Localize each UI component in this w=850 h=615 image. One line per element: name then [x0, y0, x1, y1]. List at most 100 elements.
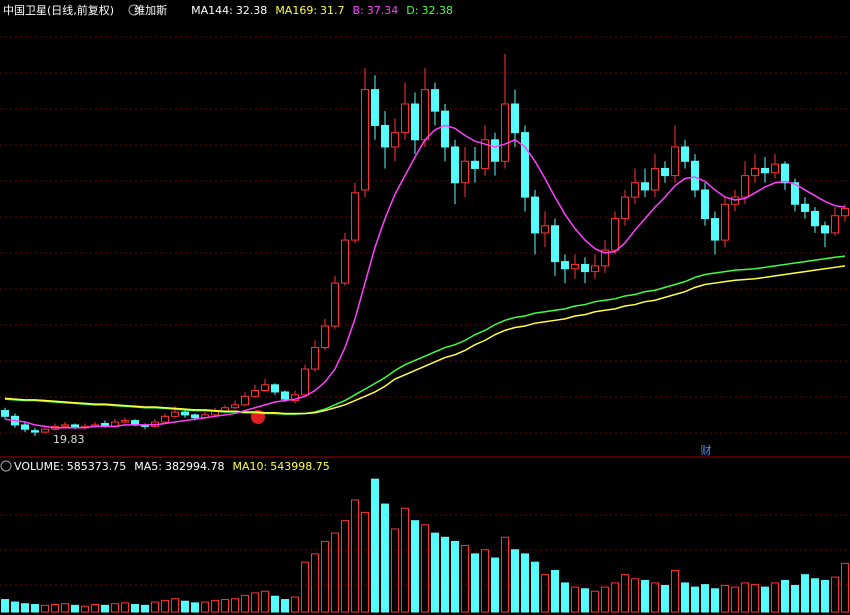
- volume-bar: [761, 586, 769, 613]
- candle-body: [181, 411, 189, 416]
- candle-body: [821, 225, 829, 234]
- readout-value: 382994.78: [165, 459, 225, 473]
- candle-body: [331, 282, 339, 327]
- price-header: 中国卫星(日线,前复权) 维加斯 MA144: 32.38 MA169: 31.7 B:…: [3, 1, 461, 19]
- candle-body: [791, 182, 799, 205]
- readout-name: VOLUME:: [14, 459, 64, 473]
- indicator-name[interactable]: 维加斯: [134, 4, 168, 17]
- volume-bar: [131, 604, 139, 613]
- volume-bar: [1, 599, 9, 613]
- candle-body: [781, 163, 789, 184]
- collapse-icon[interactable]: [0, 460, 12, 472]
- volume-bar: [61, 603, 69, 613]
- readout-value: 32.38: [421, 3, 453, 17]
- volume-bar: [551, 569, 559, 613]
- candle-body: [1, 410, 9, 417]
- volume-bar: [171, 598, 179, 613]
- volume-bar: [51, 604, 59, 613]
- volume-bar: [261, 590, 269, 613]
- volume-bar: [151, 601, 159, 613]
- candle-body: [391, 132, 399, 148]
- volume-bar: [401, 507, 409, 613]
- ma-line: [4, 265, 846, 415]
- volume-bar: [521, 553, 529, 613]
- volume-bar: [561, 582, 569, 613]
- ma-line: [4, 124, 846, 429]
- candle-body: [831, 215, 839, 234]
- candle-body: [681, 146, 689, 162]
- volume-bar: [821, 579, 829, 613]
- candle-body: [631, 182, 639, 198]
- volume-bar: [31, 604, 39, 613]
- candle-body: [191, 414, 199, 419]
- volume-bar: [351, 499, 359, 613]
- volume-bar: [361, 511, 369, 613]
- volume-bar: [281, 599, 289, 613]
- candle-body: [801, 203, 809, 212]
- volume-bar: [481, 549, 489, 613]
- candle-body: [411, 103, 419, 141]
- volume-bar: [141, 604, 149, 613]
- title: 中国卫星(日线,前复权): [3, 4, 115, 17]
- candle-body: [501, 103, 509, 162]
- readout-name: MA10:: [232, 459, 268, 473]
- volume-bar: [651, 582, 659, 613]
- low-label: 19.83: [53, 433, 85, 446]
- volume-bar: [341, 520, 349, 613]
- candle-body: [171, 411, 179, 417]
- volume-bar: [201, 601, 209, 613]
- candle-body: [531, 196, 539, 234]
- candle-body: [481, 139, 489, 169]
- readout-value: 37.34: [366, 3, 399, 17]
- volume-bar: [91, 604, 99, 613]
- volume-bar: [381, 503, 389, 613]
- volume-bar: [581, 588, 589, 613]
- volume-bar: [681, 582, 689, 613]
- candle-body: [371, 89, 379, 126]
- volume-bar: [291, 596, 299, 613]
- candle-body: [461, 160, 469, 184]
- candle-body: [471, 160, 479, 169]
- ma-line: [4, 255, 846, 415]
- volume-bar: [451, 540, 459, 613]
- indicator-menu-icon[interactable]: [128, 4, 140, 16]
- volume-bar: [501, 536, 509, 613]
- candle-body: [271, 384, 279, 393]
- volume-bar: [371, 478, 379, 613]
- volume-bar: [21, 603, 29, 613]
- volume-bar: [801, 574, 809, 613]
- volume-bar: [211, 599, 219, 613]
- candle-body: [611, 218, 619, 251]
- candle-body: [521, 132, 529, 198]
- candle-body: [811, 210, 819, 227]
- volume-bar: [731, 586, 739, 613]
- volume-bar: [621, 574, 629, 613]
- candle-body: [561, 261, 569, 270]
- volume-bar: [311, 553, 319, 613]
- volume-bar: [671, 569, 679, 613]
- candle-body: [321, 325, 329, 349]
- volume-bar: [641, 579, 649, 613]
- volume-bar: [321, 540, 329, 613]
- volume-bar: [751, 584, 759, 613]
- finance-marker: 财: [701, 443, 712, 457]
- candle-body: [261, 384, 269, 392]
- candle-body: [161, 415, 169, 423]
- readout-name: MA144:: [191, 3, 233, 17]
- volume-bar: [711, 588, 719, 613]
- readout-value: 32.38: [235, 3, 268, 17]
- volume-bar: [491, 557, 499, 613]
- volume-bar: [121, 602, 129, 613]
- candle-body: [451, 146, 459, 184]
- volume-bar: [191, 602, 199, 613]
- candle-body: [671, 146, 679, 177]
- volume-bar: [471, 553, 479, 613]
- candle-body: [841, 208, 849, 217]
- candle-body: [541, 225, 549, 234]
- readout-value: 585373.75: [66, 459, 127, 473]
- candle-body: [571, 263, 579, 270]
- candle-body: [601, 249, 609, 267]
- volume-bar: [811, 578, 819, 613]
